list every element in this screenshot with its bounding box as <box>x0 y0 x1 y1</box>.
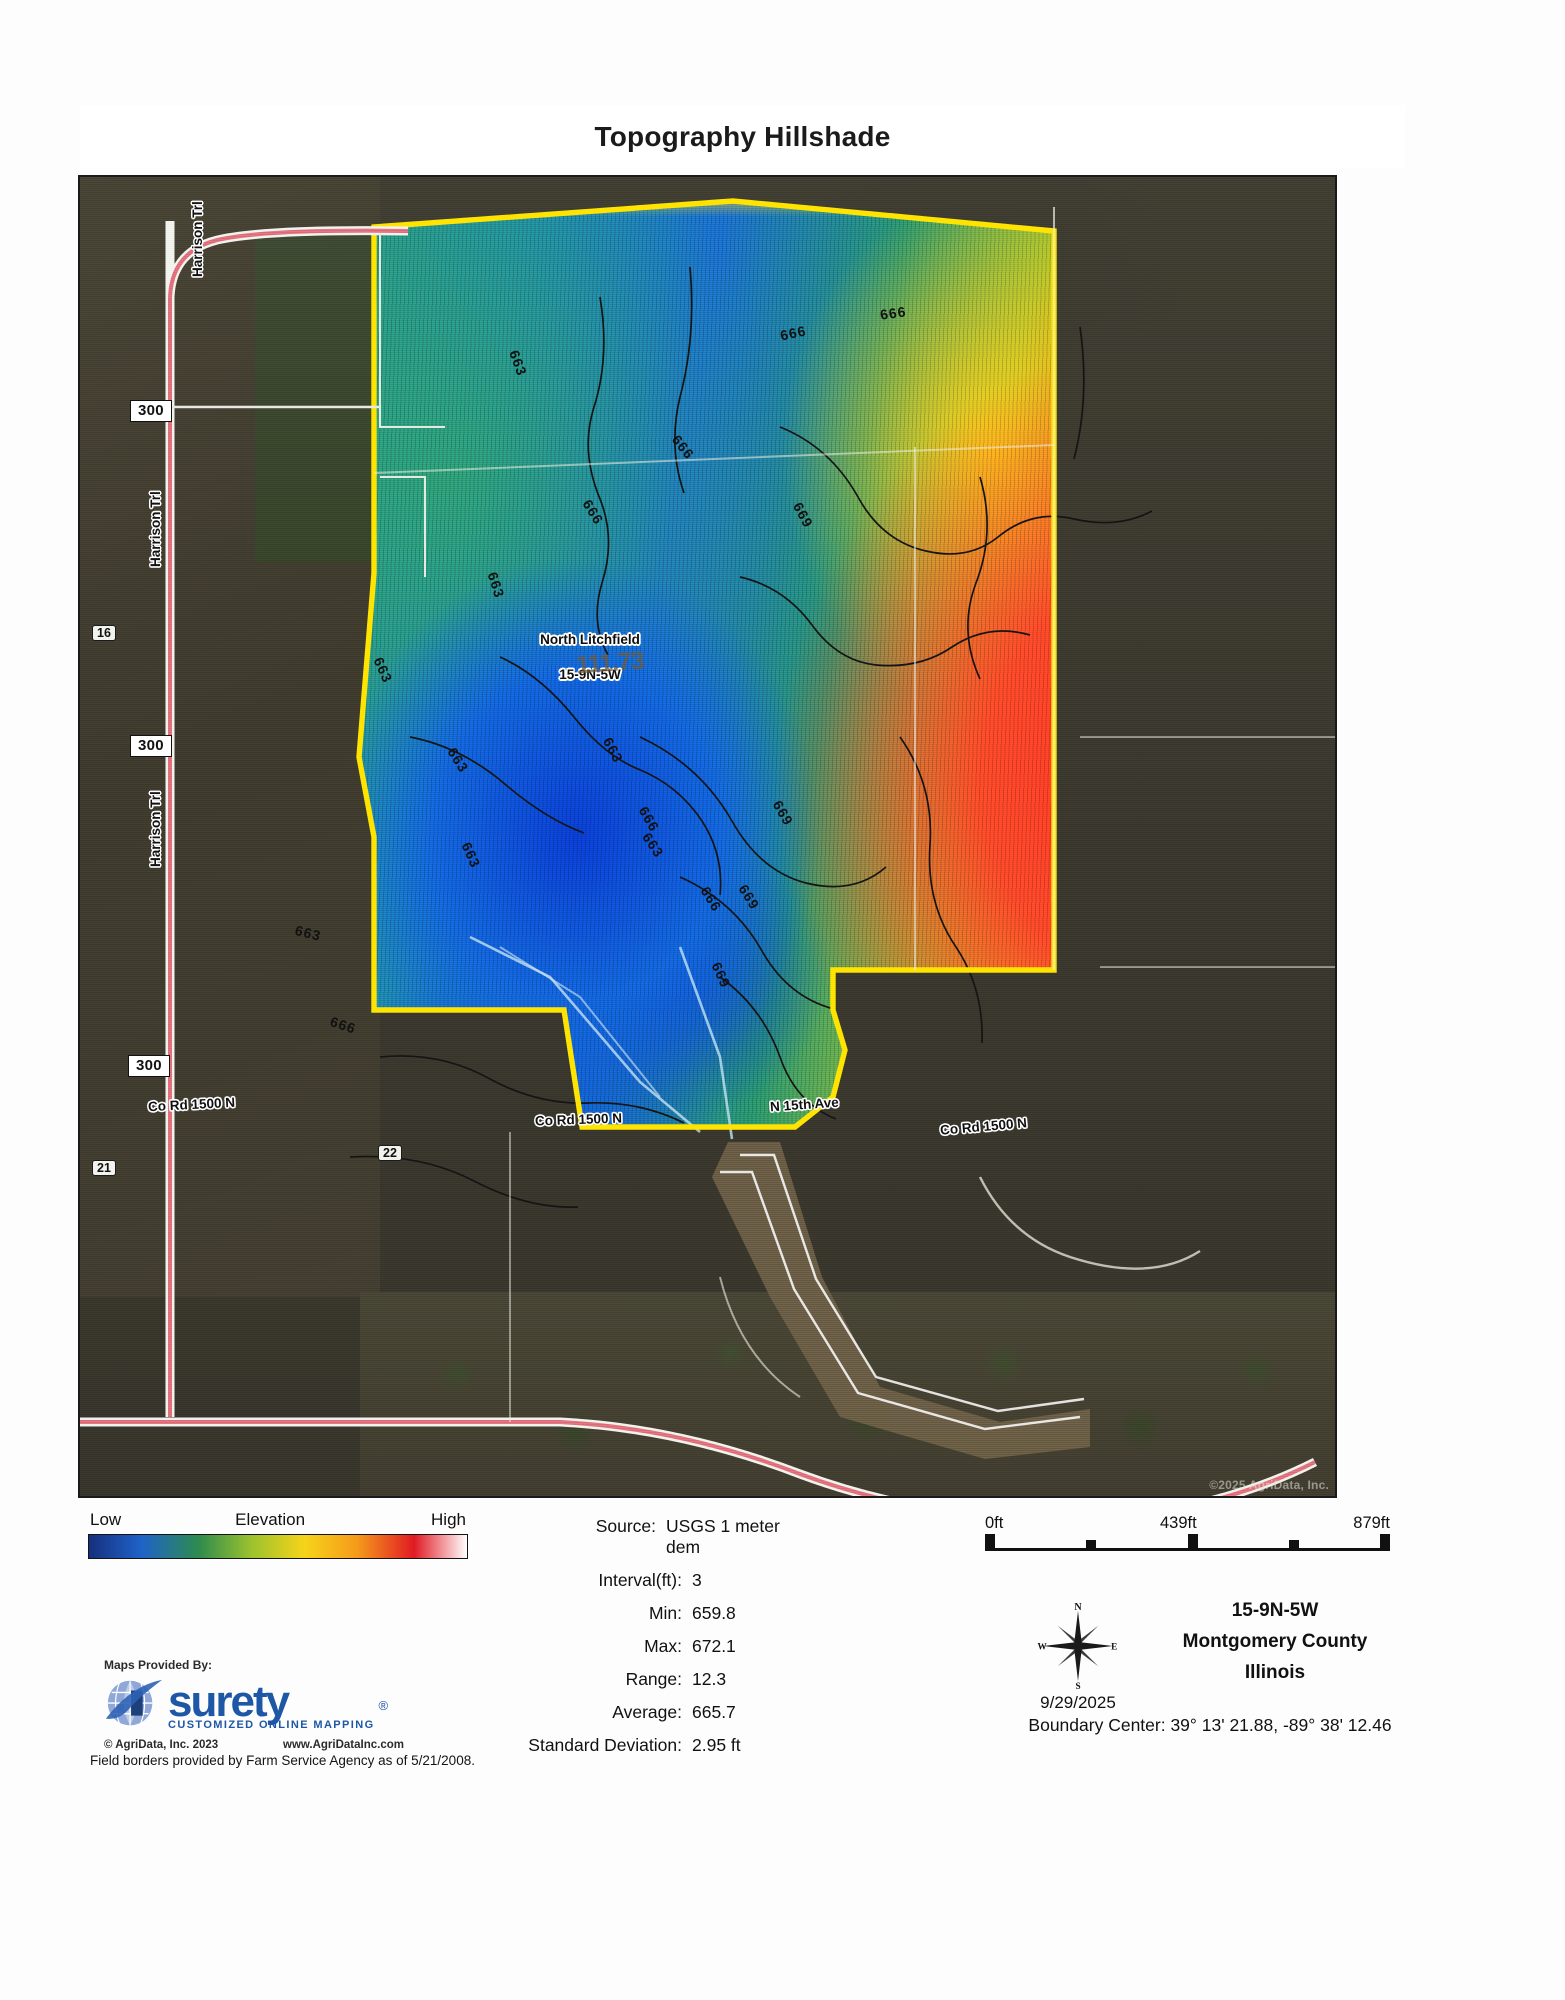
stat-key: Max: <box>644 1636 682 1656</box>
stat-value: 12.3 <box>692 1669 727 1689</box>
provider-block: Maps Provided By: surety CUSTOMIZED ONLI… <box>90 1658 510 1768</box>
stat-value: 672.1 <box>692 1636 736 1656</box>
stat-row: Source: USGS 1 meter dem <box>470 1516 800 1558</box>
compass-rose: N S W E 9/29/2025 <box>1030 1600 1126 1713</box>
legend-title: Elevation <box>235 1510 306 1529</box>
locale-township: 15-9N-5W <box>1231 1600 1319 1621</box>
contour-lines <box>80 177 1335 1496</box>
field-township: 15-9N-5W <box>559 667 621 682</box>
scale-end-label: 879ft <box>1353 1514 1390 1532</box>
stat-row: Average: 665.7 <box>470 1702 800 1723</box>
legend-high-label: High <box>431 1510 466 1529</box>
drainage-waterway <box>80 177 1335 1496</box>
scale-tick-4 <box>1380 1534 1390 1551</box>
scale-start-label: 0ft <box>985 1514 1004 1532</box>
legend-color-ramp <box>88 1534 468 1559</box>
agridata-watermark: ©2025 AgriData, Inc. <box>1209 1478 1329 1492</box>
scale-middle-label: 439ft <box>1159 1514 1197 1532</box>
locale-block: 15-9N-5W Montgomery County Illinois <box>1130 1600 1420 1693</box>
compass-icon: N S W E <box>1038 1602 1118 1691</box>
provider-credits: © AgriData, Inc. 2023 www.AgriDataInc.co… <box>104 1739 404 1751</box>
surety-wordmark: surety CUSTOMIZED ONLINE MAPPING <box>168 1676 375 1731</box>
map-date: 9/29/2025 <box>1040 1693 1116 1712</box>
stat-key: Interval(ft): <box>598 1570 682 1590</box>
scale-labels: 0ft 439ft 879ft <box>985 1514 1390 1536</box>
locale-state: Illinois <box>1244 1662 1306 1683</box>
stat-key: Average: <box>612 1702 682 1722</box>
stat-row: Min: 659.8 <box>470 1603 800 1624</box>
scan-noise-overlay <box>80 177 1335 1496</box>
stat-value: 3 <box>692 1570 702 1590</box>
agridata-website[interactable]: www.AgriDataInc.com <box>283 1739 404 1751</box>
legend-low-label: Low <box>90 1510 122 1529</box>
cropland-green-patch <box>255 232 385 562</box>
svg-text:W: W <box>1038 1642 1048 1652</box>
stat-key: Min: <box>648 1603 682 1623</box>
scale-bar-graphic <box>985 1534 1390 1553</box>
report-footer: Low Elevation High Maps Provided By: <box>0 1500 1565 2000</box>
stat-value: 2.95 ft <box>692 1735 741 1755</box>
section-number-16: 16 <box>92 625 116 641</box>
svg-text:E: E <box>1111 1642 1117 1652</box>
stat-key: Source: <box>595 1516 657 1536</box>
boundary-center: Boundary Center: 39° 13' 21.88, -89° 38'… <box>1028 1715 1392 1735</box>
stat-key: Standard Deviation: <box>528 1735 682 1755</box>
section-number-21: 21 <box>92 1160 116 1176</box>
elevation-legend: Low Elevation High <box>88 1510 468 1559</box>
stat-key: Range: <box>625 1669 682 1689</box>
stat-row: Range: 12.3 <box>470 1669 800 1690</box>
surety-logo[interactable]: surety CUSTOMIZED ONLINE MAPPING ® <box>102 1674 510 1736</box>
elevation-surface <box>358 200 1054 1130</box>
registered-mark-icon: ® <box>378 1697 389 1713</box>
stat-row: Interval(ft): 3 <box>470 1570 800 1591</box>
globe-icon <box>102 1674 164 1736</box>
stat-row: Max: 672.1 <box>470 1636 800 1657</box>
section-number-22: 22 <box>378 1145 402 1161</box>
route-shield-300-south: 300 <box>128 1055 170 1077</box>
provided-by-label: Maps Provided By: <box>104 1658 213 1672</box>
route-shield-300-north: 300 <box>130 400 172 422</box>
map-canvas[interactable]: Harrison Trl Harrison Trl Harrison Trl C… <box>80 177 1335 1496</box>
stat-value: 665.7 <box>692 1702 736 1722</box>
field-label[interactable]: North Litchfield 15-9N-5W <box>500 632 680 682</box>
surety-brand: surety <box>168 1676 290 1726</box>
stat-value: USGS 1 meter dem <box>666 1516 780 1557</box>
scale-tick-0 <box>985 1534 995 1551</box>
svg-text:N: N <box>1074 1602 1082 1613</box>
surety-tagline: CUSTOMIZED ONLINE MAPPING <box>168 1718 375 1731</box>
agridata-copyright: © AgriData, Inc. 2023 <box>104 1739 219 1751</box>
statistics-panel: Source: USGS 1 meter dem Interval(ft): 3… <box>470 1516 800 1768</box>
page-title: Topography Hillshade <box>594 120 891 152</box>
map-frame[interactable]: Harrison Trl Harrison Trl Harrison Trl C… <box>78 175 1337 1498</box>
route-shield-300-mid: 300 <box>130 735 172 757</box>
scale-tick-2 <box>1187 1534 1198 1551</box>
stat-value: 659.8 <box>692 1603 736 1623</box>
fsa-note: Field borders provided by Farm Service A… <box>90 1753 475 1768</box>
stat-row: Standard Deviation: 2.95 ft <box>470 1735 800 1756</box>
scale-bar: 0ft 439ft 879ft <box>985 1514 1390 1553</box>
svg-text:S: S <box>1075 1681 1080 1691</box>
scale-tick-1 <box>1086 1540 1097 1551</box>
legend-labels: Low Elevation High <box>88 1510 468 1534</box>
report-title-band: Topography Hillshade <box>80 105 1405 168</box>
scale-tick-3 <box>1288 1540 1299 1551</box>
locale-county: Montgomery County <box>1182 1631 1368 1652</box>
field-name: North Litchfield <box>540 632 640 647</box>
